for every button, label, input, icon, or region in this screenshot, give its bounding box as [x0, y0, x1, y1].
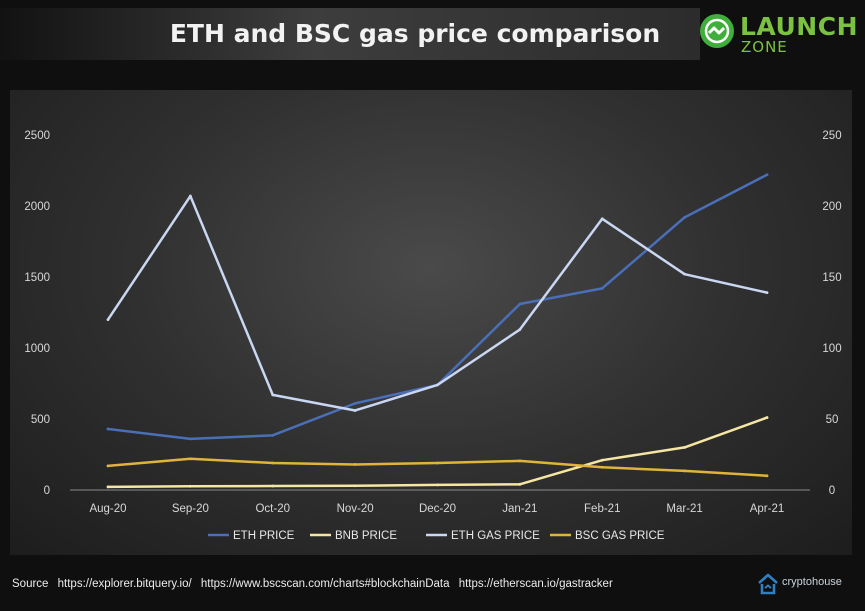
brand-name: cryptohouse — [782, 576, 842, 588]
data-point — [271, 393, 275, 397]
data-point — [271, 484, 275, 488]
series-line-eth-price — [106, 173, 769, 441]
data-point — [436, 483, 439, 487]
data-point — [353, 484, 357, 488]
data-point — [518, 302, 522, 306]
x-tick-label: Mar-21 — [666, 503, 702, 515]
data-point — [436, 461, 439, 465]
source-link-bitquery[interactable]: https://explorer.bitquery.io/ — [57, 578, 192, 590]
x-tick-label: Sep-20 — [172, 503, 209, 515]
line-chart: 0 500 1000 1500 2000 2500 0 50 100 150 200 250 Aug-2… — [24, 130, 841, 542]
y-left-tick-label: 2500 — [24, 130, 50, 142]
source-label: Source — [12, 578, 49, 590]
series-line-eth-gas-price — [106, 194, 769, 412]
y-left-tick-label: 1500 — [24, 272, 50, 284]
data-point — [683, 446, 687, 449]
logo-name: LAUNCH — [740, 12, 859, 41]
legend-label: ETH PRICE — [233, 530, 295, 542]
x-tick-label: Oct-20 — [255, 503, 290, 515]
y-right-tick-label: 250 — [822, 130, 841, 142]
house-icon — [758, 573, 778, 595]
data-point — [353, 409, 357, 412]
data-point — [765, 416, 769, 419]
y-left-tick-label: 0 — [44, 485, 50, 497]
data-point — [600, 458, 604, 462]
data-point — [106, 485, 110, 489]
source-link-bscscan[interactable]: https://www.bscscan.com/charts#blockchai… — [200, 578, 450, 590]
x-tick-label: Apr-21 — [750, 503, 785, 515]
legend-label: ETH GAS PRICE — [451, 530, 540, 542]
source-footer: Source https://explorer.bitquery.io/ htt… — [12, 578, 619, 590]
data-point — [683, 469, 687, 473]
logo-sub: ZONE — [741, 38, 788, 56]
y-left-tick-label: 500 — [31, 414, 50, 426]
y-left-tick-label: 1000 — [24, 343, 50, 355]
launchzone-logo: LAUNCH ZONE — [700, 10, 860, 58]
data-point — [765, 291, 769, 295]
data-point — [436, 383, 439, 387]
data-point — [600, 465, 604, 469]
data-point — [683, 215, 687, 219]
data-point — [600, 217, 604, 221]
data-point — [271, 461, 275, 465]
data-point — [518, 482, 522, 486]
legend-label: BNB PRICE — [335, 530, 397, 542]
legend-label: BSC GAS PRICE — [575, 530, 665, 542]
series-line-bnb-price — [106, 416, 769, 489]
data-point — [353, 401, 357, 405]
data-point — [683, 272, 687, 276]
y-right-tick-label: 200 — [822, 201, 841, 213]
series-line-bsc-gas-price — [106, 457, 769, 478]
data-point — [518, 328, 522, 331]
launchzone-logo-icon — [700, 14, 734, 48]
data-point — [518, 459, 522, 463]
data-point — [600, 286, 604, 290]
y-right-tick-label: 100 — [822, 343, 841, 355]
x-tick-label: Nov-20 — [337, 503, 374, 515]
data-point — [106, 464, 110, 468]
x-tick-label: Feb-21 — [584, 503, 620, 515]
x-tick-label: Aug-20 — [89, 503, 126, 515]
y-right-tick-label: 150 — [822, 272, 841, 284]
x-tick-label: Dec-20 — [419, 503, 456, 515]
y-right-tick-label: 0 — [829, 485, 835, 497]
data-point — [106, 318, 110, 321]
data-point — [765, 173, 769, 177]
y-right-tick-label: 50 — [826, 414, 839, 426]
cryptohouse-brand: cryptohouse — [757, 572, 842, 598]
title-bar — [0, 8, 700, 60]
data-point — [188, 484, 192, 488]
source-link-etherscan[interactable]: https://etherscan.io/gastracker — [458, 578, 613, 590]
plot-panel: 0 500 1000 1500 2000 2500 0 50 100 150 200 250 Aug-2… — [10, 90, 852, 555]
data-point — [271, 433, 275, 437]
data-point — [188, 457, 192, 461]
data-point — [765, 474, 769, 478]
data-point — [353, 463, 357, 466]
data-point — [188, 437, 192, 441]
x-tick-label: Jan-21 — [502, 503, 537, 515]
chart-title: ETH and BSC gas price comparison — [169, 19, 661, 48]
data-point — [188, 194, 192, 198]
y-left-tick-label: 2000 — [24, 201, 50, 213]
data-point — [106, 427, 110, 431]
